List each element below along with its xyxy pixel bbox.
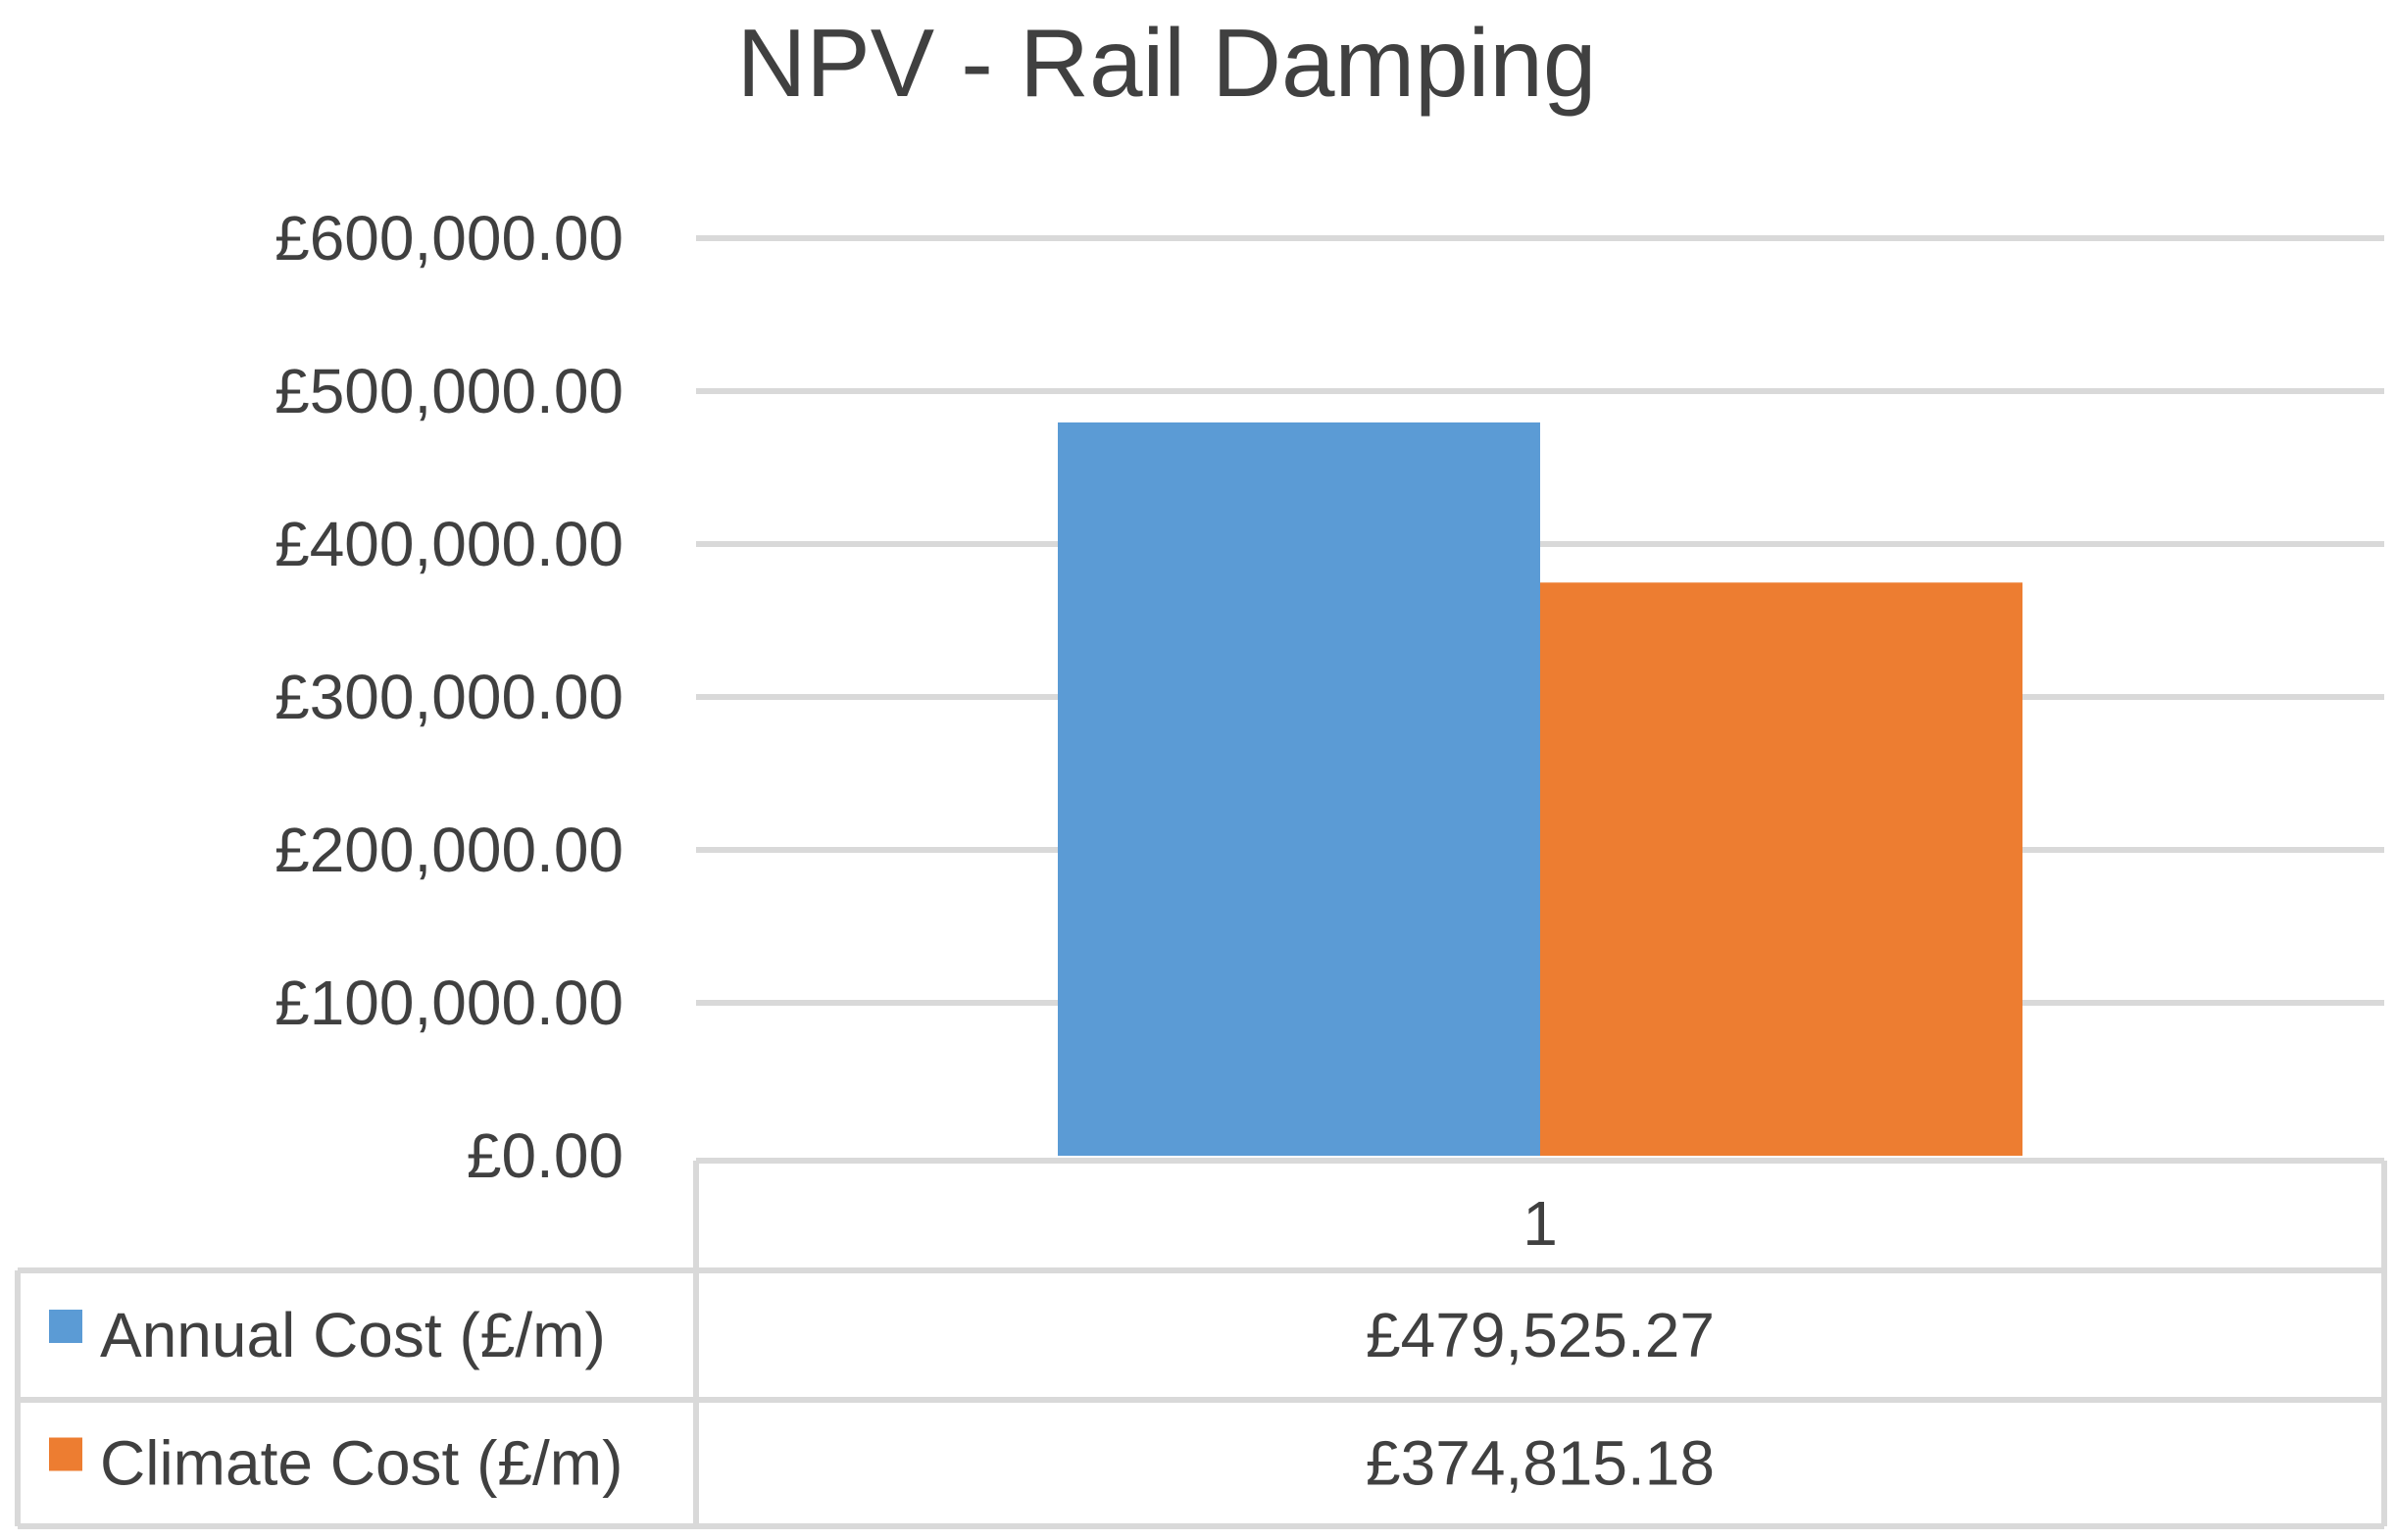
y-tick-label: £300,000.00 bbox=[275, 662, 624, 732]
y-tick-label: £200,000.00 bbox=[275, 815, 624, 885]
legend-label: Annual Cost (£/m) bbox=[100, 1300, 606, 1370]
data-table-value: £479,525.27 bbox=[1366, 1300, 1715, 1370]
legend-swatch bbox=[49, 1437, 82, 1471]
y-tick-label: £500,000.00 bbox=[275, 356, 624, 426]
legend-label: Climate Cost (£/m) bbox=[100, 1428, 623, 1499]
category-label: 1 bbox=[1522, 1188, 1558, 1259]
y-tick-label: £0.00 bbox=[467, 1120, 624, 1191]
data-table: 1 Annual Cost (£/m) £479,525.27 Climate Cos… bbox=[15, 1158, 2387, 1529]
y-tick-label: £600,000.00 bbox=[275, 203, 624, 273]
bars bbox=[1058, 422, 2022, 1157]
y-tick-label: £400,000.00 bbox=[275, 509, 624, 579]
y-axis-tick-labels: £0.00 £100,000.00 £200,000.00 £300,000.00 £4… bbox=[275, 203, 624, 1191]
y-tick-label: £100,000.00 bbox=[275, 968, 624, 1038]
bar-climate-cost bbox=[1540, 582, 2022, 1156]
bar-annual-cost bbox=[1058, 422, 1540, 1157]
data-table-value: £374,815.18 bbox=[1366, 1428, 1715, 1499]
chart-title: NPV - Rail Damping bbox=[737, 9, 1597, 117]
legend-swatch bbox=[49, 1310, 82, 1343]
